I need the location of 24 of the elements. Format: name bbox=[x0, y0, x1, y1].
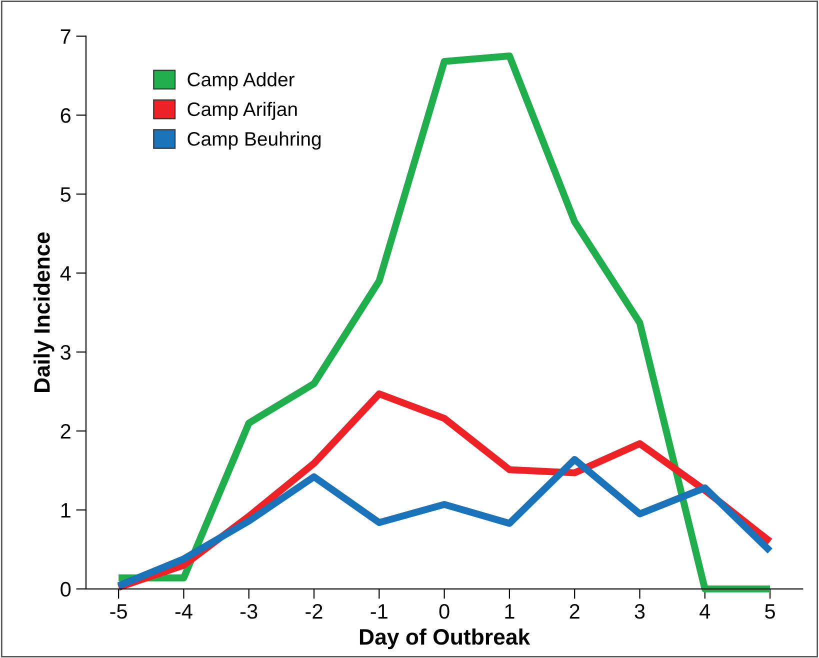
x-tick-label: -3 bbox=[240, 604, 258, 619]
legend-label: Camp Arifjan bbox=[188, 102, 297, 120]
y-tick-label: 6 bbox=[60, 108, 70, 123]
y-tick-label: 1 bbox=[61, 503, 70, 518]
x-tick-label: 5 bbox=[765, 604, 775, 619]
y-tick-label: 3 bbox=[60, 345, 70, 360]
x-tick-label: 0 bbox=[439, 604, 450, 619]
y-tick-label: 2 bbox=[60, 424, 70, 439]
x-tick-label: -1 bbox=[370, 604, 388, 619]
y-axis-title: Daily Incidence bbox=[34, 232, 54, 392]
x-tick-label: 1 bbox=[505, 604, 514, 619]
x-tick-label: 3 bbox=[634, 604, 645, 619]
y-tick-label: 4 bbox=[60, 266, 71, 281]
y-tick-label: 5 bbox=[60, 187, 71, 202]
x-tick-label: 4 bbox=[700, 604, 710, 619]
x-tick-label: -2 bbox=[306, 604, 322, 619]
y-tick-label: 0 bbox=[60, 582, 71, 597]
y-tick-label: 7 bbox=[60, 29, 70, 44]
x-tick-label: -5 bbox=[110, 604, 127, 619]
x-tick-label: -4 bbox=[175, 604, 192, 619]
x-axis-title: Day of Outbreak bbox=[360, 628, 530, 650]
x-tick-label: 2 bbox=[570, 604, 580, 619]
legend-label: Camp Beuhring bbox=[188, 132, 321, 150]
legend-label: Camp Adder bbox=[188, 72, 294, 90]
